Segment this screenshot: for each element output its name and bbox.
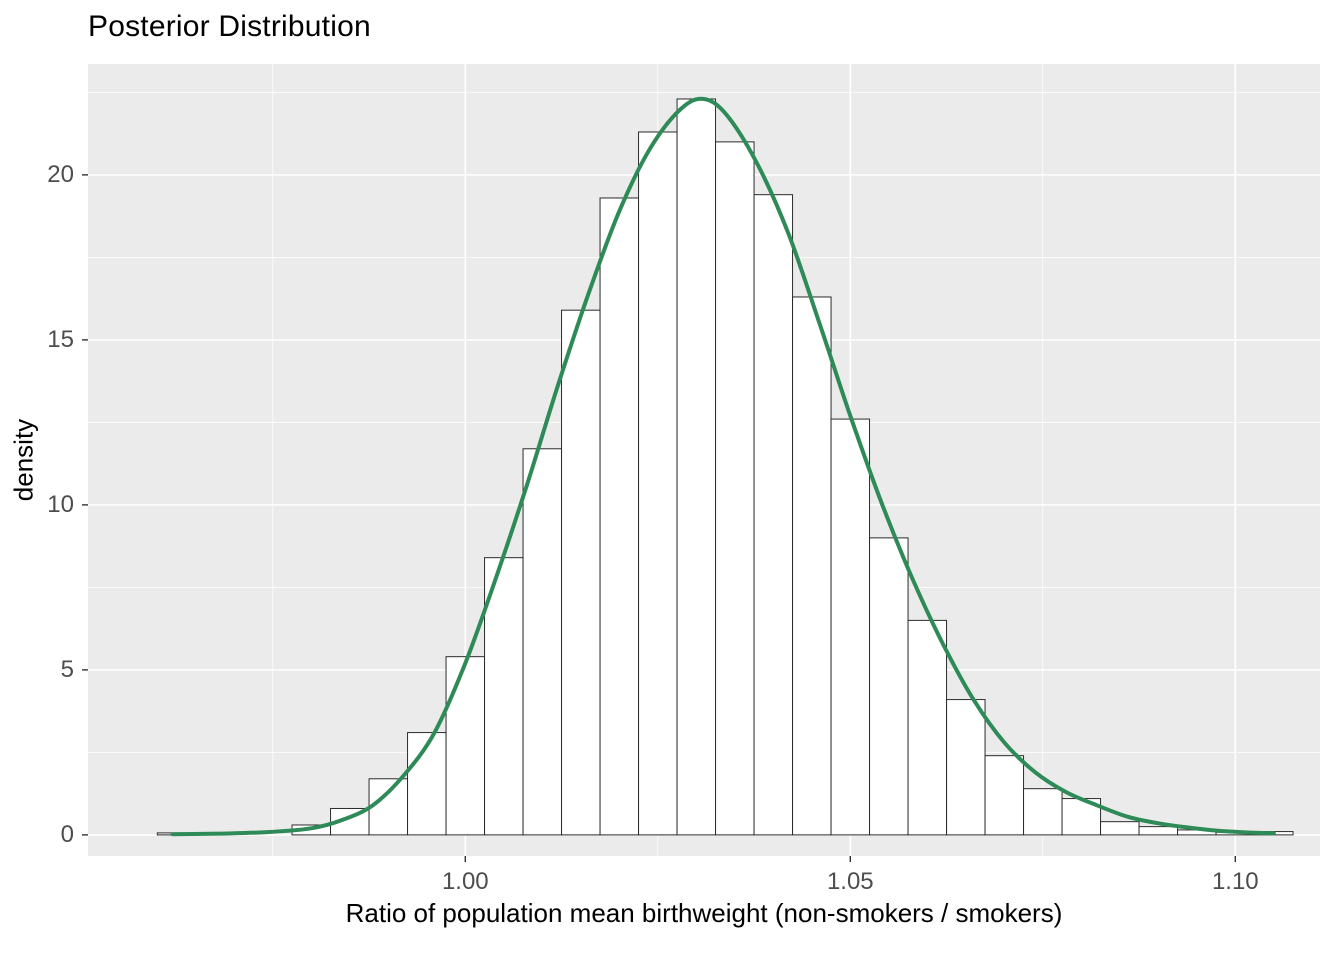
histogram-bar — [561, 309, 601, 836]
histogram-bar — [368, 778, 409, 836]
y-tick-label: 10 — [47, 490, 74, 518]
y-tick-label: 15 — [47, 325, 74, 353]
histogram-bar — [1023, 788, 1063, 836]
density-curve — [170, 96, 1276, 837]
x-tick-label: 1.05 — [826, 868, 874, 895]
histogram-bar — [638, 131, 678, 836]
histogram-bar — [715, 141, 755, 836]
y-tick-label: 0 — [60, 820, 74, 848]
histogram-bar — [792, 296, 832, 836]
x-tick-label: 1.10 — [1211, 868, 1259, 895]
x-tick-label: 1.00 — [441, 868, 489, 895]
histogram-bar — [753, 194, 794, 836]
histogram-bar — [445, 656, 486, 836]
y-tick-label: 5 — [60, 655, 74, 683]
histogram-bar — [1100, 821, 1140, 836]
histogram-bar — [599, 197, 640, 836]
histogram-bar — [1138, 826, 1179, 836]
histogram-bar — [522, 448, 563, 836]
histogram-bar — [676, 98, 717, 836]
chart-title: Posterior Distribution — [88, 10, 371, 43]
histogram-bar — [407, 732, 447, 836]
y-axis-title: density — [8, 418, 39, 502]
histogram-bar — [830, 418, 871, 836]
y-tick-label: 20 — [47, 160, 74, 188]
histogram-bar — [946, 699, 986, 836]
histogram-bar — [869, 537, 909, 836]
histogram-bar — [484, 557, 524, 836]
histogram-bar — [907, 619, 948, 836]
histogram-bar — [984, 755, 1025, 836]
plot-area — [82, 64, 1320, 862]
x-axis-title: Ratio of population mean birthweight (no… — [345, 898, 1063, 928]
